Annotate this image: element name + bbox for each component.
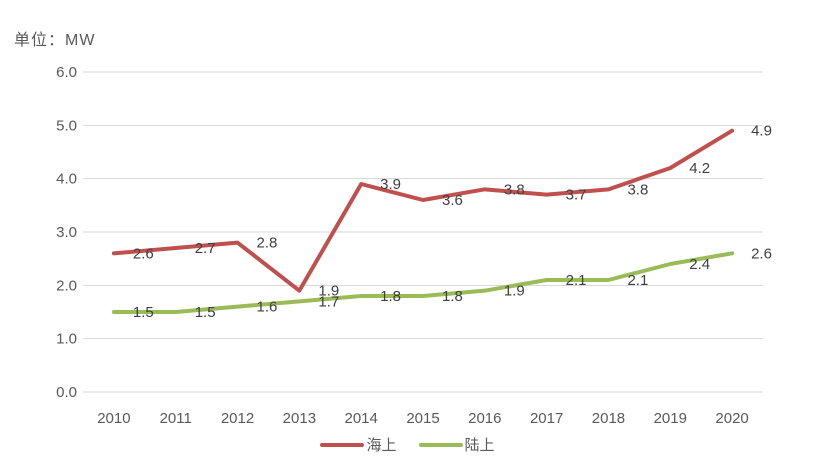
x-axis-tick-label: 2012: [221, 410, 254, 427]
y-axis-tick-label: 2.0: [56, 277, 77, 294]
onshore-data-label: 2.1: [627, 272, 648, 289]
x-axis-tick-label: 2018: [592, 410, 625, 427]
offshore-data-label: 3.9: [380, 176, 401, 193]
x-axis-tick-label: 2013: [283, 410, 316, 427]
offshore-data-label: 3.7: [566, 187, 587, 204]
y-axis-tick-label: 5.0: [56, 117, 77, 134]
legend-label-offshore: 海上: [366, 437, 397, 454]
x-axis-tick-label: 2019: [654, 410, 687, 427]
onshore-data-label: 2.6: [751, 245, 772, 262]
onshore-line-swatch: [418, 442, 463, 447]
offshore-data-label: 4.9: [751, 123, 772, 140]
y-axis-tick-label: 0.0: [56, 384, 77, 401]
x-axis-tick-label: 2015: [406, 410, 439, 427]
offshore-data-label: 2.8: [257, 235, 278, 252]
unit-label: 单位：MW: [14, 32, 96, 49]
onshore-data-label: 1.7: [318, 293, 339, 310]
x-axis-tick-label: 2020: [715, 410, 748, 427]
offshore-data-label: 3.8: [627, 181, 648, 198]
x-axis-tick-label: 2017: [530, 410, 563, 427]
offshore-data-label: 4.2: [689, 160, 710, 177]
offshore-series-line: [111, 128, 735, 293]
offshore-data-label: 2.7: [195, 240, 216, 257]
onshore-series-line: [111, 251, 735, 314]
onshore-data-label: 1.8: [380, 288, 401, 305]
legend-item-onshore: 陆上: [418, 434, 495, 455]
y-axis-tick-label: 4.0: [56, 171, 77, 188]
x-axis-tick-label: 2014: [344, 410, 377, 427]
onshore-data-label: 1.5: [133, 304, 154, 321]
y-axis-tick-label: 6.0: [56, 64, 77, 81]
offshore-line-swatch: [320, 442, 365, 447]
onshore-data-label: 1.6: [257, 299, 278, 316]
y-axis-tick-label: 1.0: [56, 331, 77, 348]
y-axis-tick-label: 3.0: [56, 224, 77, 241]
onshore-data-label: 1.8: [442, 288, 463, 305]
onshore-data-label: 1.9: [504, 283, 525, 300]
offshore-data-label: 3.6: [442, 192, 463, 209]
onshore-data-label: 1.5: [195, 304, 216, 321]
x-axis-tick-label: 2016: [468, 410, 501, 427]
onshore-data-label: 2.4: [689, 256, 710, 273]
offshore-data-label: 2.6: [133, 245, 154, 262]
legend: 海上 陆上: [0, 434, 815, 455]
legend-label-onshore: 陆上: [464, 437, 495, 454]
x-axis-tick-label: 2010: [97, 410, 130, 427]
x-axis-tick-label: 2011: [160, 410, 192, 427]
legend-item-offshore: 海上: [320, 434, 397, 455]
offshore-data-label: 1.9: [318, 283, 339, 300]
onshore-data-label: 2.1: [566, 272, 587, 289]
offshore-data-label: 3.8: [504, 181, 525, 198]
